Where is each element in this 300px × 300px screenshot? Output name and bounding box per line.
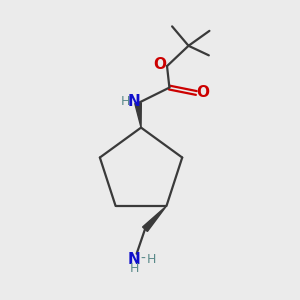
Polygon shape	[135, 103, 141, 128]
Text: -: -	[141, 252, 146, 266]
Text: H: H	[121, 95, 130, 108]
Text: O: O	[196, 85, 209, 100]
Text: O: O	[153, 57, 166, 72]
Polygon shape	[142, 206, 167, 232]
Text: H: H	[130, 262, 139, 275]
Text: H: H	[147, 253, 156, 266]
Text: N: N	[128, 252, 141, 267]
Text: N: N	[128, 94, 140, 110]
